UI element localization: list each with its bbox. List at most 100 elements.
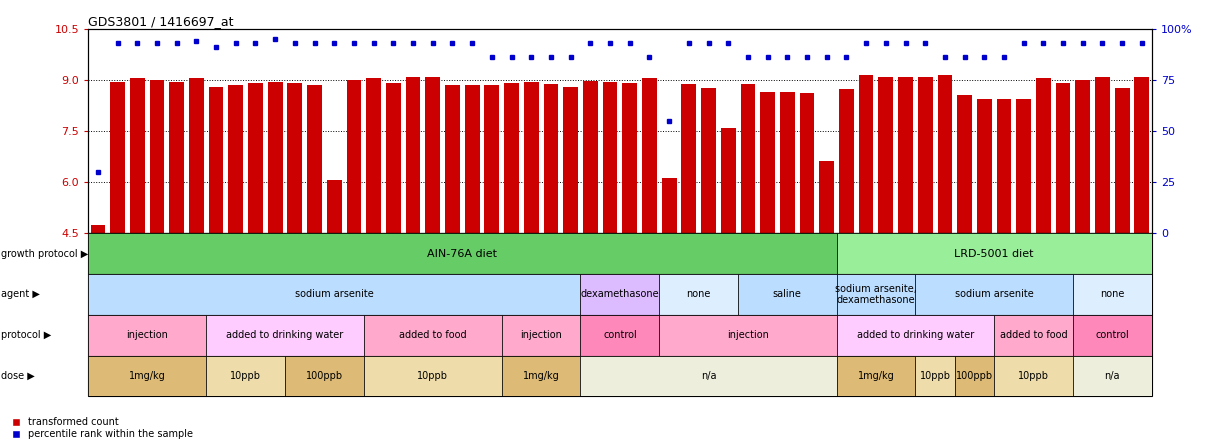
Bar xyxy=(504,83,519,233)
Bar xyxy=(445,85,459,233)
Text: LRD-5001 diet: LRD-5001 diet xyxy=(954,249,1034,258)
FancyBboxPatch shape xyxy=(206,315,364,356)
FancyBboxPatch shape xyxy=(955,356,994,396)
FancyBboxPatch shape xyxy=(206,356,285,396)
Bar xyxy=(859,75,873,233)
Legend: transformed count, percentile rank within the sample: transformed count, percentile rank withi… xyxy=(11,417,193,439)
FancyBboxPatch shape xyxy=(580,315,660,356)
Bar xyxy=(996,99,1012,233)
Text: added to food: added to food xyxy=(399,330,467,340)
FancyBboxPatch shape xyxy=(837,315,994,356)
Bar xyxy=(228,85,244,233)
Bar xyxy=(898,76,913,233)
Bar xyxy=(248,83,263,233)
Bar xyxy=(622,83,637,233)
Bar xyxy=(701,88,716,233)
Bar xyxy=(780,92,795,233)
Bar xyxy=(1017,99,1031,233)
FancyBboxPatch shape xyxy=(88,233,837,274)
Bar xyxy=(90,225,105,233)
Text: 100ppb: 100ppb xyxy=(956,371,993,381)
Text: control: control xyxy=(1095,330,1129,340)
Bar xyxy=(582,81,598,233)
Bar xyxy=(405,77,421,233)
Bar xyxy=(1114,88,1130,233)
FancyBboxPatch shape xyxy=(502,356,580,396)
Text: 10ppb: 10ppb xyxy=(919,371,950,381)
Text: sodium arsenite: sodium arsenite xyxy=(295,289,374,299)
Bar xyxy=(958,95,972,233)
Bar xyxy=(367,78,381,233)
Bar xyxy=(346,80,362,233)
FancyBboxPatch shape xyxy=(837,274,915,315)
Bar xyxy=(544,84,558,233)
Bar xyxy=(760,92,775,233)
Bar xyxy=(464,85,480,233)
Bar xyxy=(918,76,932,233)
Text: 1mg/kg: 1mg/kg xyxy=(857,371,895,381)
FancyBboxPatch shape xyxy=(994,315,1073,356)
Bar xyxy=(169,82,185,233)
Bar xyxy=(485,85,499,233)
Bar xyxy=(563,87,578,233)
Text: 100ppb: 100ppb xyxy=(306,371,343,381)
FancyBboxPatch shape xyxy=(580,356,837,396)
Bar xyxy=(386,83,400,233)
Bar xyxy=(937,75,953,233)
FancyBboxPatch shape xyxy=(837,356,915,396)
Bar xyxy=(603,82,617,233)
Text: added to drinking water: added to drinking water xyxy=(856,330,974,340)
Bar xyxy=(819,161,835,233)
FancyBboxPatch shape xyxy=(285,356,364,396)
Text: injection: injection xyxy=(127,330,168,340)
Text: n/a: n/a xyxy=(701,371,716,381)
FancyBboxPatch shape xyxy=(364,315,502,356)
Bar xyxy=(740,84,755,233)
Bar xyxy=(308,85,322,233)
Text: control: control xyxy=(603,330,637,340)
Bar xyxy=(287,83,303,233)
Text: dose ▶: dose ▶ xyxy=(1,371,35,381)
Bar xyxy=(681,84,696,233)
FancyBboxPatch shape xyxy=(88,274,580,315)
Bar xyxy=(839,89,854,233)
Text: 10ppb: 10ppb xyxy=(230,371,262,381)
Bar xyxy=(642,78,657,233)
Bar xyxy=(209,87,223,233)
Bar xyxy=(1095,76,1110,233)
Text: 10ppb: 10ppb xyxy=(417,371,449,381)
Text: 10ppb: 10ppb xyxy=(1018,371,1049,381)
Text: protocol ▶: protocol ▶ xyxy=(1,330,52,340)
Bar xyxy=(426,76,440,233)
Bar xyxy=(110,82,125,233)
Bar xyxy=(150,80,164,233)
FancyBboxPatch shape xyxy=(88,356,206,396)
Text: added to food: added to food xyxy=(1000,330,1067,340)
Text: injection: injection xyxy=(520,330,562,340)
FancyBboxPatch shape xyxy=(994,356,1073,396)
Bar xyxy=(1135,76,1149,233)
Text: agent ▶: agent ▶ xyxy=(1,289,40,299)
Bar xyxy=(268,82,282,233)
Text: GDS3801 / 1416697_at: GDS3801 / 1416697_at xyxy=(88,15,234,28)
FancyBboxPatch shape xyxy=(915,274,1073,315)
Bar xyxy=(878,76,894,233)
FancyBboxPatch shape xyxy=(580,274,660,315)
Bar xyxy=(1055,83,1071,233)
Text: added to drinking water: added to drinking water xyxy=(227,330,344,340)
Text: 1mg/kg: 1mg/kg xyxy=(129,371,165,381)
FancyBboxPatch shape xyxy=(1073,274,1152,315)
FancyBboxPatch shape xyxy=(502,315,580,356)
Text: AIN-76A diet: AIN-76A diet xyxy=(427,249,497,258)
Text: saline: saline xyxy=(773,289,802,299)
Text: n/a: n/a xyxy=(1105,371,1120,381)
Bar xyxy=(977,99,991,233)
Bar xyxy=(189,78,204,233)
Bar xyxy=(327,180,341,233)
FancyBboxPatch shape xyxy=(1073,315,1152,356)
Text: dexamethasone: dexamethasone xyxy=(580,289,660,299)
FancyBboxPatch shape xyxy=(88,315,206,356)
Text: none: none xyxy=(1100,289,1124,299)
Text: 1mg/kg: 1mg/kg xyxy=(522,371,560,381)
Bar xyxy=(1076,80,1090,233)
